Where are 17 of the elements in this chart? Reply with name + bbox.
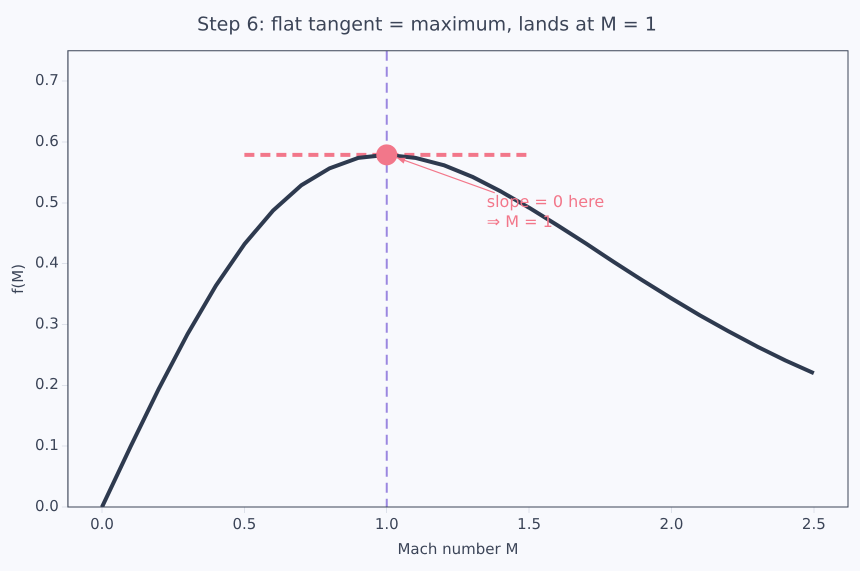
y-tick-label: 0.4	[34, 254, 59, 272]
y-tick-label: 0.2	[34, 375, 59, 394]
y-tick-label: 0.0	[34, 496, 59, 515]
x-axis-title: Mach number M	[397, 540, 518, 558]
x-tick-label: 0.0	[90, 514, 114, 533]
y-tick-label: 0.5	[34, 192, 59, 211]
y-axis-title: f(M)	[8, 264, 27, 294]
x-tick-label: 2.5	[802, 514, 826, 533]
y-tick-label: 0.3	[34, 314, 59, 332]
y-tick-label: 0.6	[34, 132, 59, 150]
chart-title: Step 6: flat tangent = maximum, lands at M = 1	[197, 13, 657, 36]
x-tick-label: 0.5	[232, 514, 256, 533]
x-tick-label: 1.5	[517, 514, 542, 533]
y-tick-label: 0.7	[34, 71, 59, 90]
y-tick-label: 0.1	[34, 436, 59, 454]
x-tick-label: 2.0	[660, 514, 684, 533]
x-tick-label: 1.0	[374, 514, 399, 533]
